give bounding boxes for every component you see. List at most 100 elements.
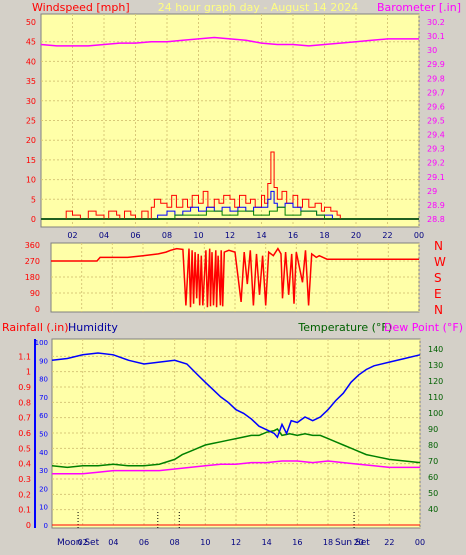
weather-grid [52, 339, 421, 528]
barometer-title: Barometer [.in] [377, 1, 461, 14]
sun-set-label: Sun Set [335, 538, 370, 548]
direction-tick-label: 180 [25, 273, 40, 282]
barometer-tick-label: 29.8 [427, 74, 445, 83]
rainfall-tick-label: 0.3 [18, 475, 31, 484]
compass-label: S [434, 271, 442, 285]
humidity-axis: 0 10 20 30 40 50 60 70 80 90 100 [34, 339, 48, 530]
temperature-tick-label: 90 [428, 425, 438, 434]
barometer-tick-label: 29.3 [427, 145, 445, 154]
humidity-tick-label: 40 [39, 449, 48, 457]
rainfall-tick-label: 0.5 [18, 444, 31, 453]
barometer-tick-label: 29 [427, 187, 437, 196]
humidity-tick-label: 70 [39, 394, 48, 402]
rainfall-title: Rainfall (.in) [2, 321, 69, 334]
graph-title: 24 hour graph day - August 14 2024 [158, 1, 359, 14]
humidity-tick-label: 50 [39, 431, 48, 439]
temperature-tick-label: 70 [428, 457, 438, 466]
time-tick-label: 14 [256, 231, 266, 240]
barometer-axis: 28.8 28.9 29 29.1 29.2 29.3 29.4 29.5 29.6 29.7 29… [427, 18, 445, 224]
time-tick-label: 10 [193, 231, 203, 240]
rainfall-tick-label: 0.1 [18, 506, 31, 515]
windspeed-title: Windspeed [mph] [32, 1, 130, 14]
windspeed-tick-label: 15 [26, 156, 36, 165]
compass-label: W [434, 255, 446, 269]
time-tick-label: 22 [382, 231, 392, 240]
rainfall-tick-label: 0.9 [18, 383, 31, 392]
barometer-tick-label: 28.8 [427, 215, 445, 224]
barometer-tick-label: 30 [427, 46, 437, 55]
time-tick-label: 04 [99, 231, 109, 240]
direction-axis: 360 270 180 90 0 [25, 241, 40, 314]
time-tick-label: 18 [323, 538, 333, 547]
temperature-line [51, 428, 421, 469]
humidity-tick-label: 20 [39, 485, 48, 493]
time-tick-label: 04 [108, 538, 118, 547]
barometer-tick-label: 29.2 [427, 159, 445, 168]
windspeed-tick-label: 5 [31, 195, 36, 204]
windspeed-tick-label: 40 [26, 57, 36, 66]
barometer-tick-label: 29.1 [427, 173, 445, 182]
time-tick-label: 16 [292, 538, 302, 547]
wind-time-axis: 02 04 06 08 10 12 14 16 18 20 22 00 [67, 231, 424, 240]
wind-min-line [41, 206, 419, 220]
compass-label: N [434, 303, 443, 317]
windspeed-tick-label: 45 [26, 38, 36, 47]
time-tick-label: 02 [67, 231, 77, 240]
wind-average-line [41, 190, 419, 220]
time-tick-label: 12 [231, 538, 241, 547]
temperature-tick-label: 60 [428, 473, 438, 482]
direction-grid [51, 243, 420, 312]
wind-grid [41, 14, 420, 227]
rainfall-tick-label: 0.6 [18, 429, 31, 438]
time-tick-label: 22 [384, 538, 394, 547]
humidity-tick-label: 0 [44, 522, 48, 530]
humidity-tick-label: 90 [39, 357, 48, 365]
temperature-tick-label: 40 [428, 505, 438, 514]
barometer-tick-label: 29.5 [427, 117, 445, 126]
rainfall-tick-label: 1 [26, 368, 31, 377]
barometer-tick-label: 28.9 [427, 201, 445, 210]
temperature-title: Temperature (°F) [297, 321, 392, 334]
windspeed-tick-label: 25 [26, 117, 36, 126]
dewpoint-line [52, 460, 420, 475]
time-tick-label: 08 [170, 538, 180, 547]
time-tick-label: 06 [139, 538, 149, 547]
humidity-tick-label: 30 [39, 467, 48, 475]
humidity-tick-label: 100 [35, 339, 48, 347]
direction-tick-label: 90 [30, 289, 40, 298]
rainfall-tick-label: 0 [26, 521, 31, 530]
time-tick-label: 16 [288, 231, 298, 240]
time-tick-label: 12 [225, 231, 235, 240]
temperature-tick-label: 80 [428, 441, 438, 450]
windspeed-tick-label: 10 [26, 176, 36, 185]
windspeed-tick-label: 50 [26, 18, 36, 27]
humidity-tick-label: 10 [39, 504, 48, 512]
weather-time-axis: 02 04 06 08 10 12 14 16 18 20 22 00 [77, 512, 425, 547]
barometer-tick-label: 30.1 [427, 32, 445, 41]
rainfall-tick-label: 1.1 [18, 352, 31, 361]
humidity-tick-label: 60 [39, 412, 48, 420]
barometer-tick-label: 29.9 [427, 60, 445, 69]
time-tick-label: 00 [414, 231, 424, 240]
barometer-tick-label: 30.2 [427, 18, 445, 27]
direction-tick-label: 270 [25, 257, 40, 266]
temperature-tick-label: 100 [428, 409, 443, 418]
direction-tick-label: 0 [35, 305, 40, 314]
humidity-tick-label: 80 [39, 376, 48, 384]
temperature-axis: 40 50 60 70 80 90 100 110 120 130 140 [428, 345, 443, 514]
rain-humidity-temp-panel: Rainfall (.in) Humidity Temperature (°F)… [2, 321, 463, 548]
rainfall-tick-label: 0.2 [18, 490, 31, 499]
humidity-line [51, 352, 421, 439]
time-tick-label: 20 [354, 538, 364, 547]
moon-set-label: Moon Set [57, 538, 100, 548]
rainfall-tick-label: 0.4 [18, 460, 31, 469]
dewpoint-title: Dew Point (°F) [384, 321, 463, 334]
time-tick-label: 14 [262, 538, 272, 547]
windspeed-tick-label: 0 [31, 215, 36, 224]
time-tick-label: 18 [319, 231, 329, 240]
wind-direction-line [51, 247, 419, 308]
compass-label: E [434, 287, 442, 301]
